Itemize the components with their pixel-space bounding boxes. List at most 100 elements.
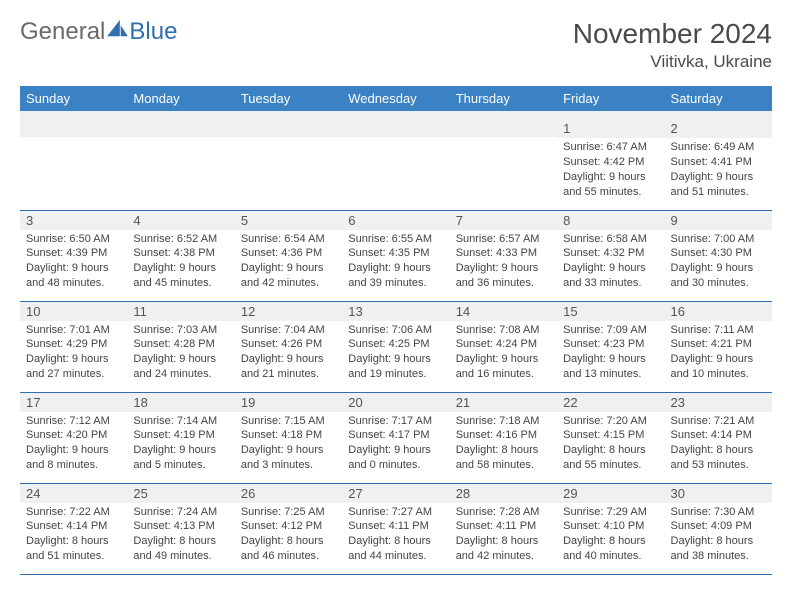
sunset-text: Sunset: 4:14 PM	[671, 428, 766, 443]
day-header: Sunday	[20, 86, 127, 111]
day-data: Sunrise: 6:50 AMSunset: 4:39 PMDaylight:…	[20, 230, 127, 295]
calendar-cell: 13Sunrise: 7:06 AMSunset: 4:25 PMDayligh…	[342, 301, 449, 392]
sunrise-text: Sunrise: 7:03 AM	[133, 323, 228, 338]
daylight-text: Daylight: 8 hours and 40 minutes.	[563, 534, 658, 564]
sunrise-text: Sunrise: 6:54 AM	[241, 232, 336, 247]
day-number: 27	[342, 484, 449, 503]
sunrise-text: Sunrise: 7:22 AM	[26, 505, 121, 520]
day-data: Sunrise: 6:55 AMSunset: 4:35 PMDaylight:…	[342, 230, 449, 295]
calendar-cell: 25Sunrise: 7:24 AMSunset: 4:13 PMDayligh…	[127, 483, 234, 574]
sunrise-text: Sunrise: 7:12 AM	[26, 414, 121, 429]
sunset-text: Sunset: 4:21 PM	[671, 337, 766, 352]
daylight-text: Daylight: 9 hours and 21 minutes.	[241, 352, 336, 382]
calendar-cell: 1Sunrise: 6:47 AMSunset: 4:42 PMDaylight…	[557, 119, 664, 210]
sunrise-text: Sunrise: 7:25 AM	[241, 505, 336, 520]
sunset-text: Sunset: 4:35 PM	[348, 246, 443, 261]
daylight-text: Daylight: 9 hours and 24 minutes.	[133, 352, 228, 382]
day-number: 25	[127, 484, 234, 503]
sunrise-text: Sunrise: 7:04 AM	[241, 323, 336, 338]
sunset-text: Sunset: 4:09 PM	[671, 519, 766, 534]
day-data: Sunrise: 7:06 AMSunset: 4:25 PMDaylight:…	[342, 321, 449, 386]
calendar-cell: 21Sunrise: 7:18 AMSunset: 4:16 PMDayligh…	[450, 392, 557, 483]
calendar-week: 24Sunrise: 7:22 AMSunset: 4:14 PMDayligh…	[20, 483, 772, 574]
day-data	[20, 137, 127, 143]
brand-part2: Blue	[129, 18, 177, 46]
day-data: Sunrise: 7:21 AMSunset: 4:14 PMDaylight:…	[665, 412, 772, 477]
location: Viitivka, Ukraine	[573, 52, 772, 72]
daylight-text: Daylight: 8 hours and 58 minutes.	[456, 443, 551, 473]
sunset-text: Sunset: 4:12 PM	[241, 519, 336, 534]
day-data: Sunrise: 7:22 AMSunset: 4:14 PMDaylight:…	[20, 503, 127, 568]
sunset-text: Sunset: 4:15 PM	[563, 428, 658, 443]
daylight-text: Daylight: 9 hours and 45 minutes.	[133, 261, 228, 291]
day-number: 28	[450, 484, 557, 503]
day-number: 7	[450, 211, 557, 230]
day-number: 26	[235, 484, 342, 503]
daylight-text: Daylight: 9 hours and 55 minutes.	[563, 170, 658, 200]
day-number: 20	[342, 393, 449, 412]
daylight-text: Daylight: 8 hours and 55 minutes.	[563, 443, 658, 473]
day-data: Sunrise: 7:28 AMSunset: 4:11 PMDaylight:…	[450, 503, 557, 568]
day-header: Thursday	[450, 86, 557, 111]
sunrise-text: Sunrise: 7:14 AM	[133, 414, 228, 429]
sunset-text: Sunset: 4:41 PM	[671, 155, 766, 170]
day-number: 10	[20, 302, 127, 321]
day-number: 14	[450, 302, 557, 321]
day-header: Tuesday	[235, 86, 342, 111]
sunrise-text: Sunrise: 7:06 AM	[348, 323, 443, 338]
day-header: Monday	[127, 86, 234, 111]
day-data	[450, 137, 557, 143]
calendar-cell: 5Sunrise: 6:54 AMSunset: 4:36 PMDaylight…	[235, 210, 342, 301]
day-header: Wednesday	[342, 86, 449, 111]
day-data: Sunrise: 7:30 AMSunset: 4:09 PMDaylight:…	[665, 503, 772, 568]
day-number	[20, 119, 127, 137]
sunset-text: Sunset: 4:25 PM	[348, 337, 443, 352]
day-data: Sunrise: 7:11 AMSunset: 4:21 PMDaylight:…	[665, 321, 772, 386]
day-data: Sunrise: 7:08 AMSunset: 4:24 PMDaylight:…	[450, 321, 557, 386]
calendar-week: 10Sunrise: 7:01 AMSunset: 4:29 PMDayligh…	[20, 301, 772, 392]
calendar-cell: 8Sunrise: 6:58 AMSunset: 4:32 PMDaylight…	[557, 210, 664, 301]
daylight-text: Daylight: 8 hours and 46 minutes.	[241, 534, 336, 564]
month-title: November 2024	[573, 18, 772, 50]
day-number: 15	[557, 302, 664, 321]
sunrise-text: Sunrise: 6:52 AM	[133, 232, 228, 247]
day-data: Sunrise: 6:54 AMSunset: 4:36 PMDaylight:…	[235, 230, 342, 295]
sunset-text: Sunset: 4:32 PM	[563, 246, 658, 261]
daylight-text: Daylight: 9 hours and 16 minutes.	[456, 352, 551, 382]
sunrise-text: Sunrise: 7:08 AM	[456, 323, 551, 338]
calendar-cell: 9Sunrise: 7:00 AMSunset: 4:30 PMDaylight…	[665, 210, 772, 301]
day-number: 11	[127, 302, 234, 321]
day-data: Sunrise: 7:24 AMSunset: 4:13 PMDaylight:…	[127, 503, 234, 568]
day-header-row: Sunday Monday Tuesday Wednesday Thursday…	[20, 86, 772, 111]
daylight-text: Daylight: 9 hours and 10 minutes.	[671, 352, 766, 382]
calendar-cell: 28Sunrise: 7:28 AMSunset: 4:11 PMDayligh…	[450, 483, 557, 574]
sunset-text: Sunset: 4:19 PM	[133, 428, 228, 443]
sunset-text: Sunset: 4:23 PM	[563, 337, 658, 352]
sunset-text: Sunset: 4:38 PM	[133, 246, 228, 261]
day-data: Sunrise: 7:03 AMSunset: 4:28 PMDaylight:…	[127, 321, 234, 386]
day-number: 1	[557, 119, 664, 138]
calendar-cell: 27Sunrise: 7:27 AMSunset: 4:11 PMDayligh…	[342, 483, 449, 574]
daylight-text: Daylight: 9 hours and 0 minutes.	[348, 443, 443, 473]
sunset-text: Sunset: 4:11 PM	[348, 519, 443, 534]
calendar-cell: 7Sunrise: 6:57 AMSunset: 4:33 PMDaylight…	[450, 210, 557, 301]
spacer-row	[20, 111, 772, 119]
daylight-text: Daylight: 9 hours and 8 minutes.	[26, 443, 121, 473]
calendar-week: 3Sunrise: 6:50 AMSunset: 4:39 PMDaylight…	[20, 210, 772, 301]
day-number: 3	[20, 211, 127, 230]
sunset-text: Sunset: 4:42 PM	[563, 155, 658, 170]
sunrise-text: Sunrise: 6:50 AM	[26, 232, 121, 247]
sunset-text: Sunset: 4:30 PM	[671, 246, 766, 261]
sail-icon	[107, 20, 129, 38]
daylight-text: Daylight: 9 hours and 42 minutes.	[241, 261, 336, 291]
sunrise-text: Sunrise: 7:17 AM	[348, 414, 443, 429]
calendar-cell	[450, 119, 557, 210]
day-number: 22	[557, 393, 664, 412]
day-number	[342, 119, 449, 137]
calendar-cell	[235, 119, 342, 210]
daylight-text: Daylight: 9 hours and 5 minutes.	[133, 443, 228, 473]
day-data: Sunrise: 7:14 AMSunset: 4:19 PMDaylight:…	[127, 412, 234, 477]
daylight-text: Daylight: 9 hours and 33 minutes.	[563, 261, 658, 291]
calendar-week: 17Sunrise: 7:12 AMSunset: 4:20 PMDayligh…	[20, 392, 772, 483]
calendar-table: Sunday Monday Tuesday Wednesday Thursday…	[20, 86, 772, 575]
